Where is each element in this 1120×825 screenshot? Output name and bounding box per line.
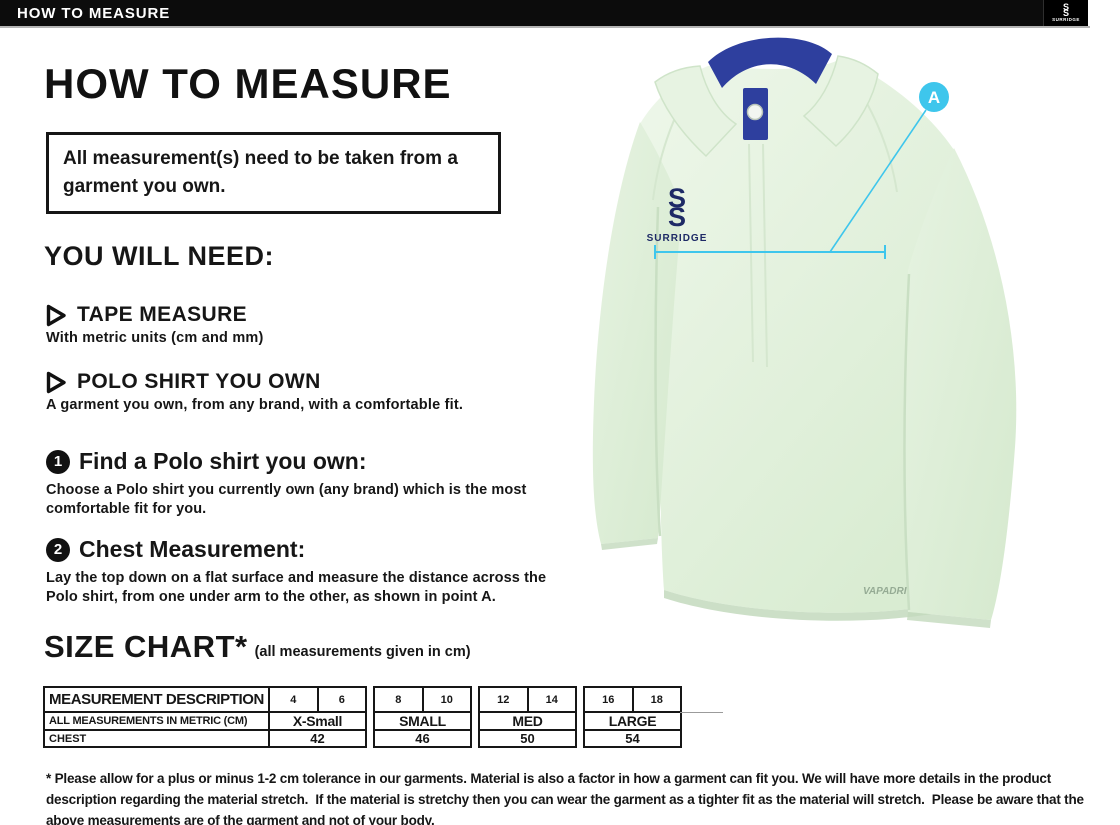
shirt-collar-left-flap (654, 65, 738, 158)
top-bar: HOW TO MEASURE S S SURRIDGE (0, 0, 1088, 26)
surridge-stacked-s-icon: S (668, 202, 686, 232)
need-item-description: A garment you own, from any brand, with … (46, 397, 464, 413)
chest-value-cell: 50 (478, 729, 577, 748)
need-item-title: POLO SHIRT YOU OWN (77, 370, 321, 393)
size-cell: 4 (268, 686, 319, 713)
measurement-line (654, 109, 927, 259)
shirt-button (746, 103, 764, 121)
step-2-badge: 2 (46, 537, 70, 562)
shirt-illustration: S S SURRIDGE VAPADRI A (558, 22, 1120, 667)
page-title: HOW TO MEASURE (44, 60, 452, 107)
shirt-brand-wordmark: SURRIDGE (647, 233, 708, 244)
size-name-cell: X-Small (268, 711, 367, 731)
top-bar-divider (0, 26, 1090, 28)
polo-shirt-diagram: S S SURRIDGE VAPADRI A (592, 37, 1017, 628)
point-a-label: A (928, 88, 940, 107)
table-header-cell: MEASUREMENT DESCRIPTION (43, 686, 270, 713)
shirt-left-sleeve (592, 122, 682, 544)
size-cell: 16 (583, 686, 634, 713)
need-item-title: TAPE MEASURE (77, 303, 248, 326)
table-description-column: MEASUREMENT DESCRIPTION ALL MEASUREMENTS… (43, 686, 270, 748)
need-item-description: With metric units (cm and mm) (46, 330, 264, 346)
chest-value-cell: 46 (373, 729, 472, 748)
need-item-tape-measure: TAPE MEASURE With metric units (cm and m… (46, 303, 576, 346)
size-name-cell: LARGE (583, 711, 682, 731)
chest-value-cell: 42 (268, 729, 367, 748)
triangle-bullet-icon (46, 371, 66, 393)
step-description: Choose a Polo shirt you currently own (a… (46, 482, 527, 517)
triangle-bullet-icon (46, 304, 66, 326)
you-will-need-heading: YOU WILL NEED: (44, 241, 275, 271)
size-cell: 14 (526, 686, 577, 713)
surridge-stacked-s-icon: S (1062, 2, 1069, 12)
size-name-cell: MED (478, 711, 577, 731)
size-cell: 8 (373, 686, 424, 713)
point-a-marker: A (919, 82, 949, 112)
step-title: Find a Polo shirt you own: (79, 448, 367, 474)
step-description: Lay the top down on a flat surface and m… (46, 570, 547, 605)
surridge-logo: S S SURRIDGE (1043, 0, 1088, 26)
size-group-large: 16 18 LARGE 54 (583, 686, 682, 748)
table-extension-line (680, 712, 723, 713)
notice-text: All measurement(s) need to be taken from… (63, 148, 458, 197)
step-1: 1 Find a Polo shirt you own: Choose a Po… (46, 448, 578, 519)
surridge-logo-wordmark: SURRIDGE (1052, 17, 1080, 22)
size-name-cell: SMALL (373, 711, 472, 731)
size-cell: 12 (478, 686, 529, 713)
need-item-polo-shirt: POLO SHIRT YOU OWN A garment you own, fr… (46, 370, 576, 413)
size-cell: 6 (316, 686, 367, 713)
size-chart-title: SIZE CHART* (44, 629, 248, 664)
size-cell: 18 (631, 686, 682, 713)
notice-box: All measurement(s) need to be taken from… (46, 132, 501, 214)
size-group-small: 8 10 SMALL 46 (373, 686, 472, 748)
fabric-tech-mark: VAPADRI (863, 586, 907, 597)
shirt-surridge-logo: S S SURRIDGE (647, 183, 708, 244)
size-cell: 10 (421, 686, 472, 713)
surridge-stacked-s-icon: S (668, 183, 686, 213)
footnote-text: * Please allow for a plus or minus 1-2 c… (46, 771, 1088, 825)
table-metric-cell: ALL MEASUREMENTS IN METRIC (CM) (43, 711, 270, 731)
step-2: 2 Chest Measurement: Lay the top down on… (46, 536, 578, 607)
step-1-badge: 1 (46, 449, 70, 474)
shirt-right-sleeve (903, 148, 1017, 620)
size-group-xsmall: 4 6 X-Small 42 (268, 686, 367, 748)
shirt-collar-right-flap (802, 55, 879, 148)
surridge-stacked-s-icon: S (1062, 8, 1069, 18)
chest-value-cell: 54 (583, 729, 682, 748)
shirt-torso (640, 58, 954, 613)
shirt-collar-inner-navy (708, 37, 832, 88)
step-title: Chest Measurement: (79, 536, 306, 562)
size-group-med: 12 14 MED 50 (478, 686, 577, 748)
table-measurement-cell: CHEST (43, 729, 270, 748)
size-chart-subtitle: (all measurements given in cm) (254, 644, 471, 660)
top-bar-title: HOW TO MEASURE (17, 4, 171, 22)
size-chart-heading: SIZE CHART* (all measurements given in c… (44, 629, 471, 665)
size-chart-table: MEASUREMENT DESCRIPTION ALL MEASUREMENTS… (43, 686, 682, 748)
